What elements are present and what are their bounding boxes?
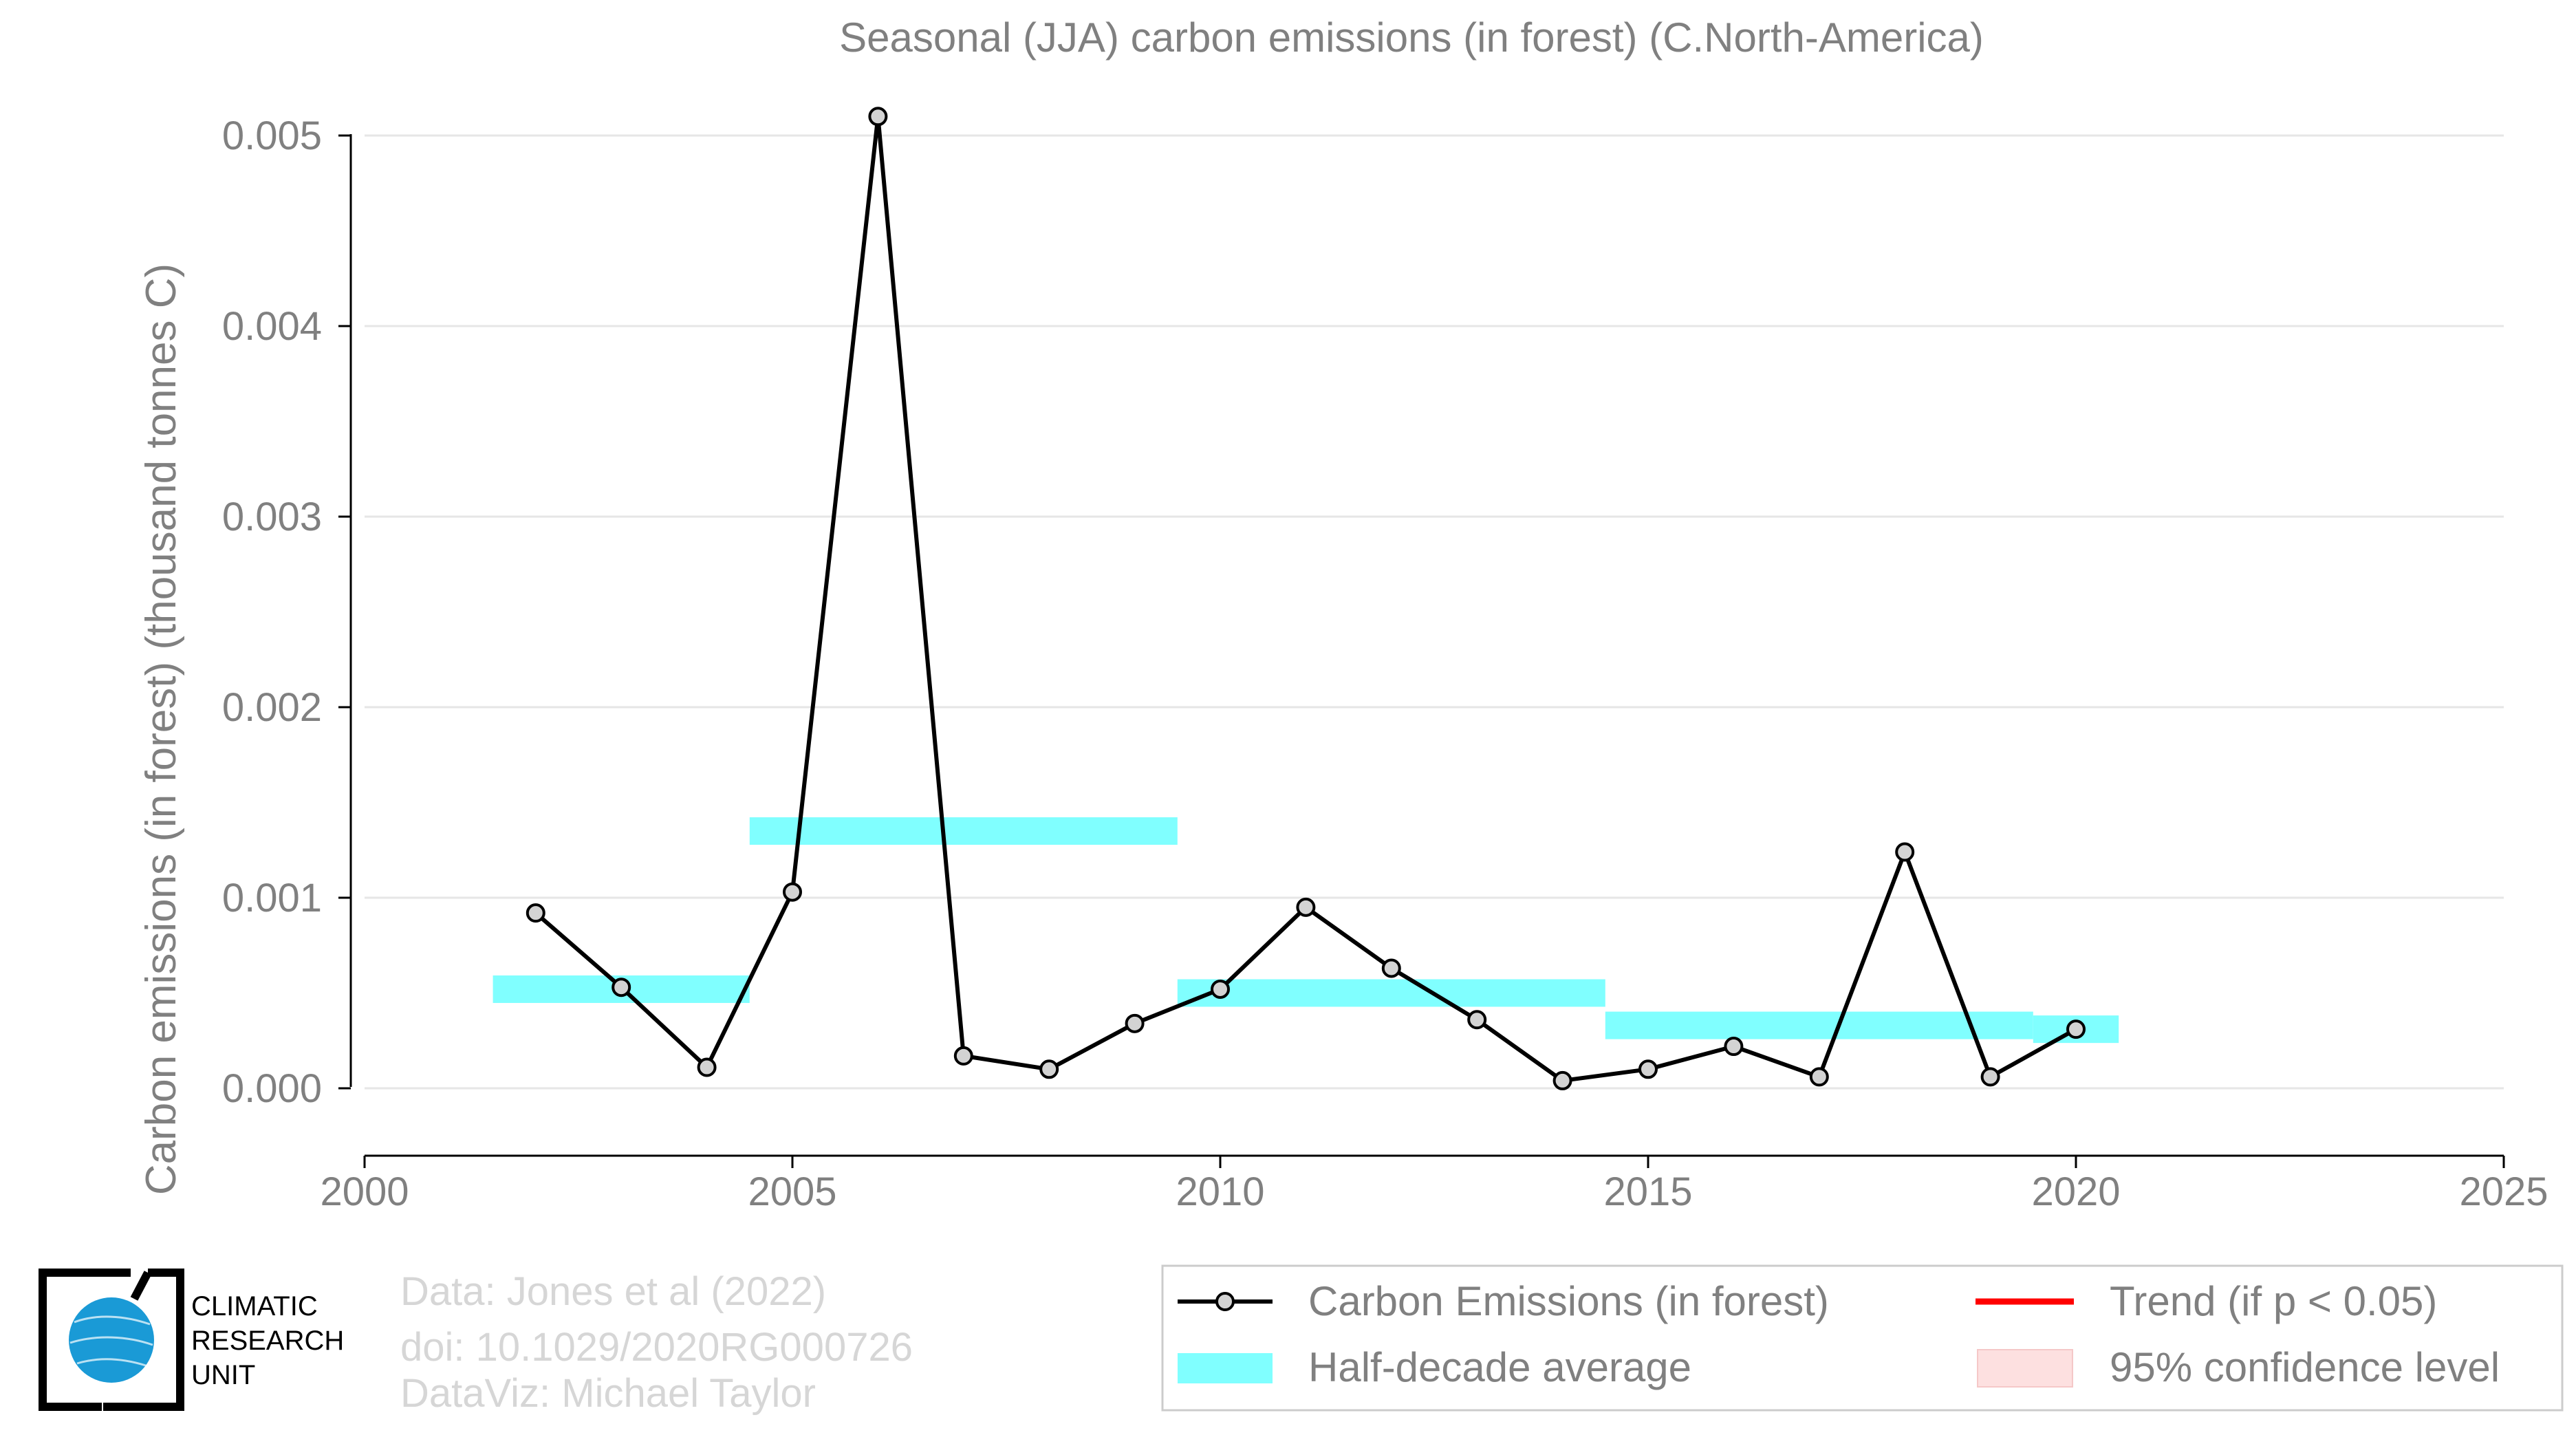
axes <box>349 134 2504 1157</box>
legend-item-carbon-emissions: Carbon Emissions (in forest) <box>1178 1278 1829 1324</box>
data-point <box>1467 1010 1487 1030</box>
half-decade-band <box>749 817 1178 845</box>
data-point <box>783 882 802 902</box>
y-tick-label: 0.000 <box>222 1066 322 1111</box>
data-point <box>1296 897 1316 917</box>
grid <box>365 134 2504 1090</box>
x-tick-label: 2015 <box>1603 1169 1692 1214</box>
globe-lines <box>69 1315 153 1367</box>
carbon-emissions-line <box>534 114 2077 1083</box>
data-point <box>1039 1059 1059 1079</box>
logo-bracket-left <box>39 1269 131 1411</box>
legend-half-decade-swatch <box>1178 1353 1273 1383</box>
y-tick-label: 0.005 <box>222 114 322 158</box>
x-tick-label: 2025 <box>2459 1169 2548 1214</box>
data-point <box>1211 979 1230 999</box>
data-point <box>526 903 545 923</box>
half-decade-band <box>1177 979 1605 1007</box>
legend-frame <box>1161 1264 2564 1412</box>
chart-title: Seasonal (JJA) carbon emissions (in fore… <box>839 14 1984 61</box>
credit-doi: doi: 10.1029/2020RG000726 <box>400 1325 913 1370</box>
cru-logo: CLIMATIC RESEARCH UNIT <box>39 1269 344 1411</box>
y-axis-label: Carbon emissions (in forest) (thousand t… <box>138 263 185 1195</box>
legend: Carbon Emissions (in forest) Trend (if p… <box>1161 1264 2564 1412</box>
y-tick-label: 0.001 <box>222 876 322 920</box>
carbon-emissions-points <box>526 107 2086 1090</box>
x-tick-label: 2005 <box>748 1169 836 1214</box>
logo-bracket-right <box>103 1269 184 1411</box>
data-point <box>953 1046 973 1066</box>
credit-data: Data: Jones et al (2022) <box>400 1269 826 1314</box>
data-point <box>1895 842 1915 862</box>
credit-dataviz: DataViz: Michael Taylor <box>400 1371 816 1416</box>
legend-label-trend: Trend (if p < 0.05) <box>2110 1278 2437 1324</box>
logo-line-1: CLIMATIC <box>191 1291 318 1321</box>
data-point <box>697 1057 717 1077</box>
y-tick-label: 0.004 <box>222 304 322 349</box>
logo-line-2: RESEARCH <box>191 1326 344 1356</box>
legend-marker <box>1215 1292 1235 1311</box>
half-decade-band <box>1605 1011 2033 1039</box>
legend-item-confidence: 95% confidence level <box>1977 1344 2500 1390</box>
data-point <box>868 107 888 127</box>
data-point <box>1638 1059 1658 1079</box>
data-point <box>1552 1070 1572 1090</box>
x-tick-label: 2000 <box>320 1169 409 1214</box>
y-tick-label: 0.003 <box>222 495 322 539</box>
data-point <box>1381 958 1401 978</box>
legend-item-trend: Trend (if p < 0.05) <box>1976 1278 2437 1324</box>
data-point <box>611 978 631 997</box>
data-point <box>2066 1019 2086 1039</box>
data-point <box>1125 1013 1145 1033</box>
legend-confidence-swatch <box>1977 1349 2073 1388</box>
logo-line-3: UNIT <box>191 1360 255 1390</box>
legend-label-carbon-emissions: Carbon Emissions (in forest) <box>1308 1278 1829 1324</box>
y-tick-labels: 0.000 0.001 0.002 0.003 0.004 0.005 <box>222 114 351 1111</box>
data-point <box>1980 1067 2000 1087</box>
data-point <box>1724 1037 1744 1057</box>
x-tick-label: 2020 <box>2031 1169 2120 1214</box>
legend-label-half-decade: Half-decade average <box>1308 1344 1691 1390</box>
data-point <box>1809 1067 1829 1087</box>
x-tick-label: 2010 <box>1176 1169 1264 1214</box>
x-tick-labels: 2000 2005 2010 2015 2020 2025 <box>320 1156 2548 1214</box>
legend-item-half-decade: Half-decade average <box>1178 1344 1691 1390</box>
y-tick-label: 0.002 <box>222 685 322 730</box>
legend-label-confidence: 95% confidence level <box>2110 1344 2500 1390</box>
